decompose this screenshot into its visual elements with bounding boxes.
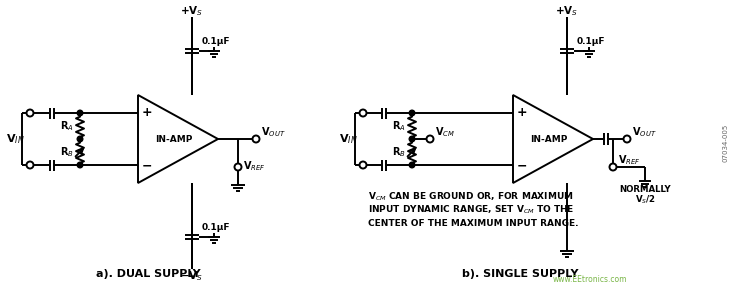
Text: V$_{CM}$: V$_{CM}$	[435, 125, 455, 139]
Circle shape	[26, 162, 34, 168]
Text: V$_{CM}$ CAN BE GROUND OR, FOR MAXIMUM: V$_{CM}$ CAN BE GROUND OR, FOR MAXIMUM	[368, 191, 574, 203]
Circle shape	[624, 135, 630, 143]
Circle shape	[409, 110, 415, 116]
Text: V$_{REF}$: V$_{REF}$	[618, 153, 640, 167]
Text: NORMALLY: NORMALLY	[619, 185, 671, 195]
Text: −: −	[142, 160, 152, 172]
Circle shape	[253, 135, 260, 143]
Text: V$_{REF}$: V$_{REF}$	[243, 159, 266, 173]
Text: −V$_S$: −V$_S$	[180, 269, 203, 283]
Circle shape	[409, 162, 415, 168]
Circle shape	[26, 110, 34, 117]
Text: R$_A$: R$_A$	[60, 119, 74, 133]
Text: +V$_S$: +V$_S$	[180, 4, 203, 18]
Text: V$_{IN}$: V$_{IN}$	[6, 132, 24, 146]
Text: R$_A$: R$_A$	[392, 119, 406, 133]
Text: +: +	[142, 106, 152, 119]
Text: V$_{IN}$: V$_{IN}$	[339, 132, 357, 146]
Text: −: −	[517, 160, 527, 172]
Circle shape	[77, 136, 83, 142]
Circle shape	[234, 164, 242, 170]
Circle shape	[610, 164, 616, 170]
Circle shape	[77, 162, 83, 168]
Text: R$_B$: R$_B$	[60, 145, 74, 159]
Text: IN-AMP: IN-AMP	[530, 135, 568, 144]
Circle shape	[77, 110, 83, 116]
Text: 0.1µF: 0.1µF	[577, 36, 605, 46]
Text: V$_{OUT}$: V$_{OUT}$	[261, 125, 285, 139]
Circle shape	[427, 135, 433, 143]
Text: +: +	[517, 106, 527, 119]
Text: a). DUAL SUPPLY: a). DUAL SUPPLY	[96, 269, 201, 279]
Text: 07034-005: 07034-005	[723, 124, 729, 162]
Text: +V$_S$: +V$_S$	[556, 4, 578, 18]
Text: 0.1µF: 0.1µF	[202, 224, 231, 232]
Text: V$_{OUT}$: V$_{OUT}$	[632, 125, 657, 139]
Text: IN-AMP: IN-AMP	[155, 135, 193, 144]
Circle shape	[359, 162, 367, 168]
Text: INPUT DYNAMIC RANGE, SET V$_{CM}$ TO THE: INPUT DYNAMIC RANGE, SET V$_{CM}$ TO THE	[368, 204, 575, 216]
Text: b). SINGLE SUPPLY: b). SINGLE SUPPLY	[462, 269, 578, 279]
Circle shape	[409, 136, 415, 142]
Circle shape	[359, 110, 367, 117]
Text: R$_B$: R$_B$	[392, 145, 406, 159]
Text: www.EEtronics.com: www.EEtronics.com	[553, 275, 627, 284]
Text: CENTER OF THE MAXIMUM INPUT RANGE.: CENTER OF THE MAXIMUM INPUT RANGE.	[368, 218, 578, 228]
Text: 0.1µF: 0.1µF	[202, 36, 231, 46]
Text: V$_S$/2: V$_S$/2	[635, 194, 655, 206]
